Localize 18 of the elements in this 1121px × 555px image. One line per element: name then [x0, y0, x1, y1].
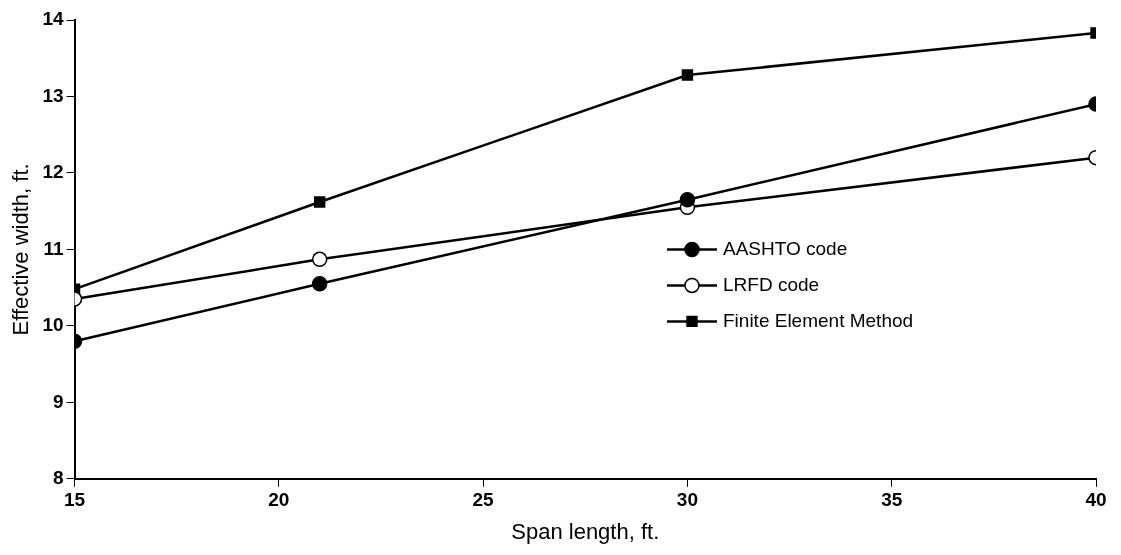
y-tick-label: 10 [42, 314, 64, 336]
x-tick-label: 30 [676, 489, 698, 511]
x-tick-label: 40 [1085, 489, 1107, 511]
legend-label: AASHTO code [722, 237, 848, 259]
y-tick-label: 9 [52, 390, 64, 412]
y-tick-label: 13 [42, 84, 64, 106]
x-axis-title: Span length, ft. [511, 518, 660, 544]
x-tick-label: 20 [268, 489, 290, 511]
y-tick-label: 8 [52, 467, 64, 489]
y-tick-label: 11 [43, 237, 64, 259]
x-tick-label: 35 [881, 489, 903, 511]
y-tick-label: 12 [42, 161, 64, 183]
x-tick-label: 15 [63, 489, 86, 511]
x-tick-label: 25 [472, 489, 495, 511]
y-axis-title: Effective width, ft. [8, 163, 34, 336]
y-tick-label: 14 [42, 8, 64, 30]
legend-label: LRFD code [722, 273, 820, 295]
legend-label: Finite Element Method [722, 309, 914, 331]
